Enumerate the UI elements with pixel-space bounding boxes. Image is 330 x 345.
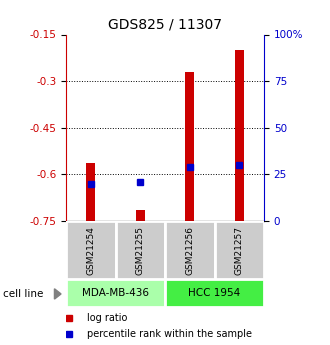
Polygon shape: [54, 289, 61, 299]
Text: GSM21255: GSM21255: [136, 226, 145, 275]
Text: percentile rank within the sample: percentile rank within the sample: [86, 329, 251, 339]
Bar: [136, 210, 145, 221]
Text: HCC 1954: HCC 1954: [188, 288, 241, 298]
Bar: [115, 221, 165, 279]
Title: GDS825 / 11307: GDS825 / 11307: [108, 18, 222, 32]
Text: GSM21257: GSM21257: [235, 226, 244, 275]
Bar: [86, 164, 95, 221]
Text: GSM21256: GSM21256: [185, 226, 194, 275]
Bar: [235, 50, 244, 221]
Text: cell line: cell line: [3, 289, 44, 299]
Bar: [165, 221, 214, 279]
Text: MDA-MB-436: MDA-MB-436: [82, 288, 149, 298]
Bar: [214, 221, 264, 279]
Bar: [66, 279, 165, 307]
Text: log ratio: log ratio: [86, 313, 127, 323]
Text: GSM21254: GSM21254: [86, 226, 95, 275]
Bar: [185, 72, 194, 221]
Bar: [165, 279, 264, 307]
Bar: [66, 221, 115, 279]
